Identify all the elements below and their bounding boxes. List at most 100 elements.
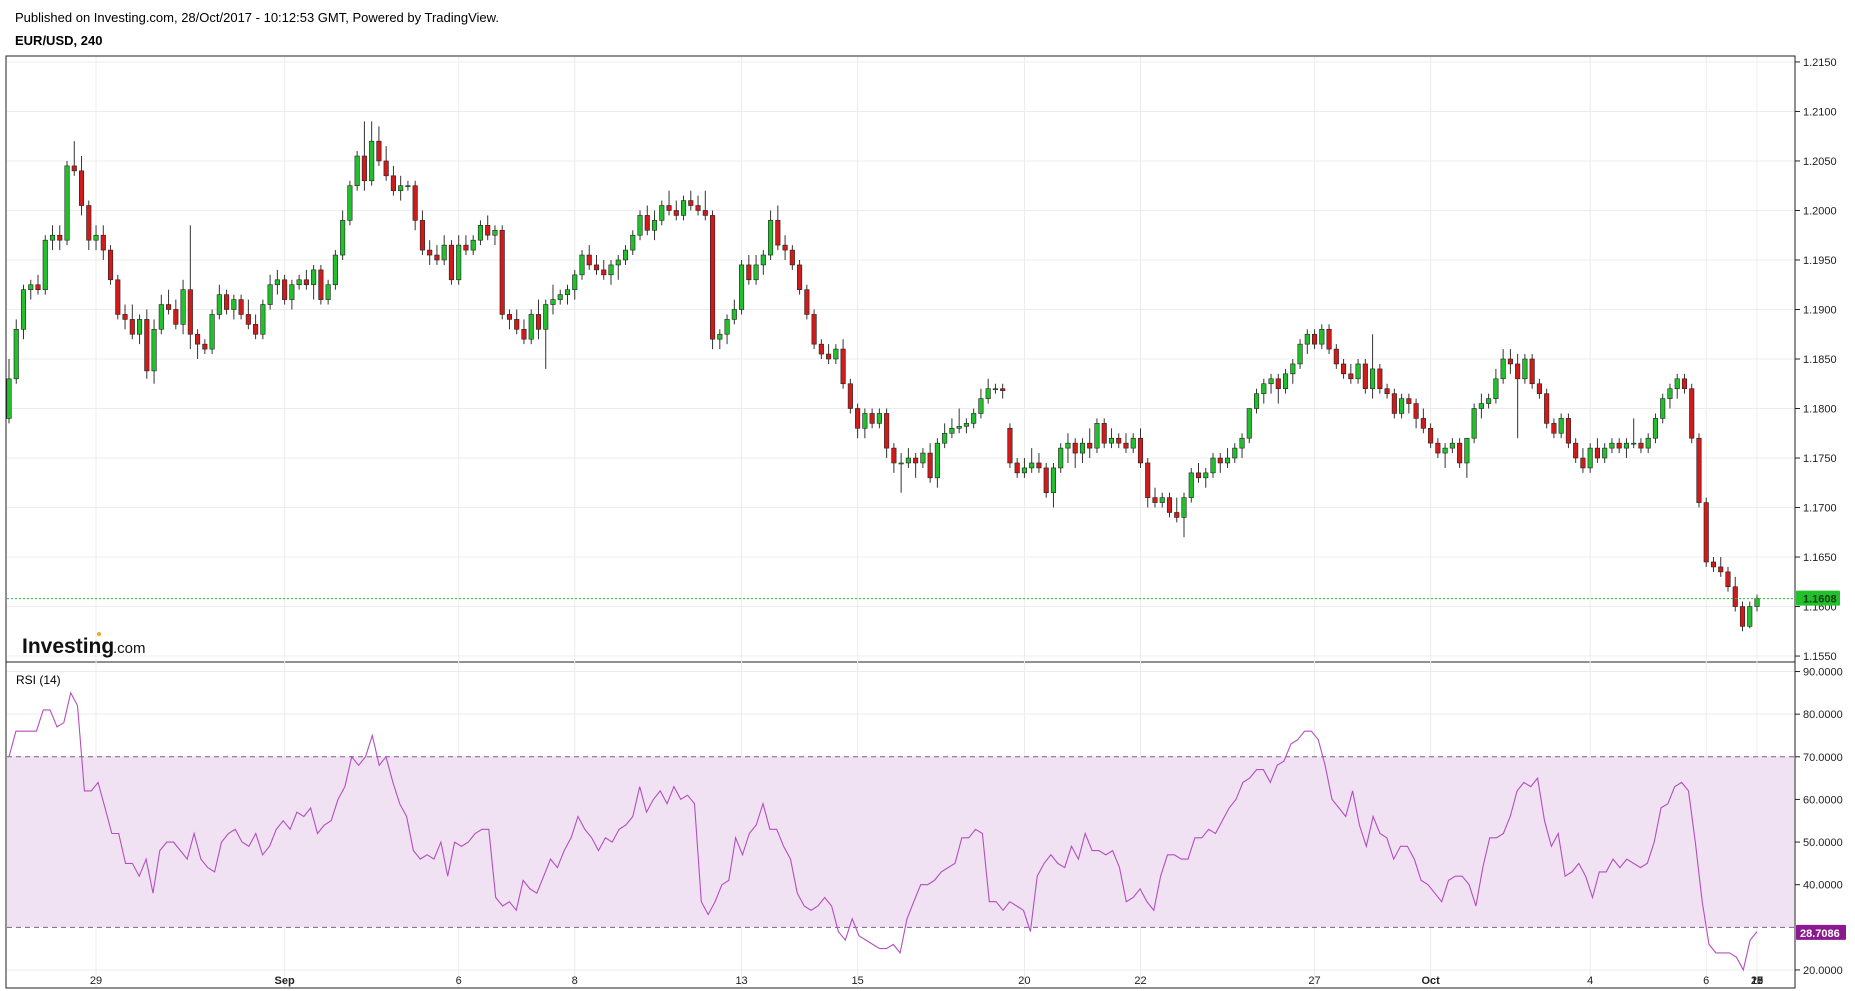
candle-body [1304, 333, 1310, 345]
candle-body [86, 205, 92, 241]
price-tick-label: 1.1700 [1803, 503, 1837, 515]
candle-body [166, 304, 172, 310]
candle-body [862, 413, 868, 429]
candle-body [651, 220, 658, 231]
candle-body [1224, 457, 1231, 464]
candle-body [1021, 467, 1027, 474]
x-tick-label: Sep [275, 975, 295, 987]
price-tick-label: 1.1550 [1803, 651, 1837, 663]
candle-body [1739, 606, 1746, 627]
candle-body [789, 249, 795, 266]
price-tick-label: 1.1650 [1803, 552, 1837, 564]
candle-body [78, 170, 85, 206]
candle-body [1594, 447, 1600, 459]
candle-body [477, 225, 484, 241]
candle-body [1108, 437, 1115, 444]
candle-body [151, 328, 157, 372]
x-tick-label: 13 [735, 975, 747, 987]
candle-body [1282, 373, 1289, 390]
candle-body [1457, 442, 1463, 464]
candle-body [1297, 343, 1303, 365]
x-tick-label: 8 [572, 975, 578, 987]
candle-body [173, 309, 179, 325]
candle-body [412, 185, 418, 221]
candle-body [833, 348, 839, 360]
candle-body [492, 229, 498, 236]
candle-body [956, 426, 962, 429]
candle-body [586, 254, 592, 266]
candle-body [137, 319, 143, 335]
candle-body [499, 229, 505, 315]
candle-body [688, 200, 694, 206]
x-tick-label: 6 [456, 975, 462, 987]
candle-body [376, 140, 382, 162]
candle-body [340, 220, 346, 256]
candle-body [1674, 378, 1680, 390]
candle-body [1732, 586, 1738, 607]
x-tick-label: 4 [1587, 975, 1593, 987]
candle-body [1486, 398, 1492, 404]
candle-body [1341, 363, 1347, 375]
candle-body [144, 319, 150, 372]
candle-body [768, 220, 774, 256]
candle-body [1181, 497, 1187, 518]
candle-body [1413, 403, 1419, 419]
candle-body [1558, 418, 1564, 434]
rsi-last-value: 28.7086 [1800, 928, 1840, 940]
candle-body [485, 225, 491, 236]
price-tick-label: 1.1950 [1803, 255, 1837, 267]
candle-body [514, 319, 520, 330]
candle-body [1145, 462, 1151, 498]
candle-body [608, 264, 614, 276]
candle-body [1747, 606, 1753, 627]
candle-body [1602, 447, 1608, 459]
rsi-last-badge: 28.7086 [1796, 924, 1846, 940]
candle-body [934, 442, 940, 479]
candle-body [731, 309, 737, 320]
candle-body [1166, 497, 1173, 513]
candle-body [1174, 512, 1180, 518]
candle-body [1478, 403, 1484, 409]
candle-body [855, 408, 861, 429]
x-tick-label: 27 [1751, 975, 1763, 987]
price-tick-label: 1.2050 [1803, 156, 1837, 168]
rsi-title: RSI (14) [16, 673, 61, 687]
x-tick-label: 13 [1751, 975, 1763, 987]
candle-body [1058, 447, 1064, 469]
candle-body [332, 254, 338, 286]
candle-body [311, 269, 317, 286]
candle-body [1159, 497, 1165, 503]
candle-body [13, 328, 19, 380]
candle-body [470, 239, 476, 251]
candle-body [1718, 566, 1724, 573]
candle-body [1261, 383, 1267, 394]
candle-body [1268, 378, 1274, 385]
x-tick-label: 15 [851, 975, 863, 987]
candle-body [1645, 437, 1651, 449]
candle-body [115, 279, 121, 315]
candle-body [775, 220, 781, 246]
price-tick-label: 1.1900 [1803, 304, 1837, 316]
candle-body [1152, 497, 1158, 503]
candle-body [826, 353, 832, 360]
candle-body [884, 413, 890, 449]
candle-body [1638, 442, 1644, 449]
candle-body [1348, 373, 1354, 380]
candle-body [521, 328, 527, 340]
candle-body [1565, 418, 1571, 444]
candle-body [1384, 388, 1390, 394]
candle-body [441, 244, 447, 261]
price-tick-label: 1.2150 [1803, 57, 1837, 69]
candle-body [354, 155, 360, 187]
rsi-band [7, 756, 1794, 928]
candle-body [724, 319, 730, 335]
candle-body [717, 333, 723, 340]
x-tick-label: Oct [1421, 975, 1440, 987]
candle-body [1333, 348, 1339, 365]
candle-body [710, 215, 716, 340]
candle-body [1623, 442, 1629, 449]
symbol-title: EUR/USD, 240 [15, 33, 103, 48]
candle-body [1079, 442, 1086, 454]
candle-body [622, 249, 629, 261]
